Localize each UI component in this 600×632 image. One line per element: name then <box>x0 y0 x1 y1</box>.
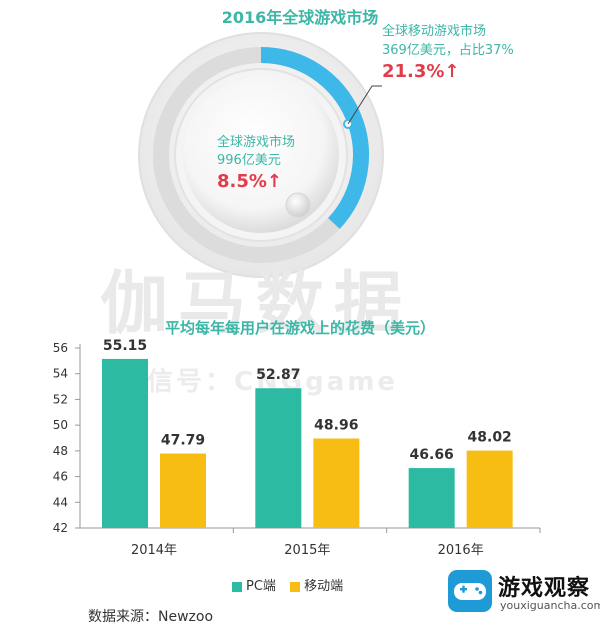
legend-item-mobile: 移动端 <box>290 575 343 594</box>
x-category-label: 2015年 <box>284 543 330 558</box>
bar-mobile-3 <box>466 450 513 528</box>
bar-value-label: 52.87 <box>256 367 300 383</box>
legend-swatch-mobile <box>290 581 301 592</box>
bar-value-label: 46.66 <box>410 447 454 463</box>
total-market-amount: 996亿美元 <box>217 153 281 168</box>
bar-value-label: 48.96 <box>314 418 358 434</box>
site-logo: 游戏观察 youxiguancha.com <box>448 570 600 618</box>
bar-value-label: 47.79 <box>161 433 205 449</box>
legend-label-pc: PC端 <box>246 579 276 594</box>
total-market-growth: 8.5%↑ <box>217 171 283 192</box>
y-tick-label: 56 <box>53 341 68 355</box>
bar-pc-3 <box>408 468 455 528</box>
bar-value-label: 48.02 <box>468 430 512 446</box>
legend-swatch-pc <box>232 581 242 592</box>
chart-legend: PC端 移动端 <box>232 575 353 594</box>
y-tick-label: 48 <box>53 444 68 458</box>
logo-name: 游戏观察 <box>498 576 591 601</box>
mobile-market-detail: 369亿美元，占比37% <box>382 43 514 58</box>
bar-value-label: 55.15 <box>103 338 147 354</box>
donut-knob <box>285 192 311 218</box>
mobile-market-label: 全球移动游戏市场 <box>382 24 487 39</box>
y-tick-label: 46 <box>53 470 68 484</box>
callout-leader-line <box>347 85 382 125</box>
bar-pc-2 <box>255 388 302 528</box>
bar-chart-title: 平均每年每用户在游戏上的花费（美元） <box>164 319 435 337</box>
x-category-label: 2016年 <box>438 543 484 558</box>
y-tick-label: 44 <box>53 495 68 509</box>
mobile-market-growth: 21.3%↑ <box>382 61 460 82</box>
y-tick-label: 54 <box>53 367 68 381</box>
mobile-share-arc <box>260 47 369 229</box>
y-tick-label: 42 <box>53 521 68 535</box>
mobile-market-callout: 全球移动游戏市场 369亿美元，占比37% 21.3%↑ <box>382 22 514 84</box>
y-tick-label: 50 <box>53 418 68 432</box>
legend-item-pc: PC端 <box>232 575 276 594</box>
total-market-callout: 全球游戏市场 996亿美元 8.5%↑ <box>217 134 295 194</box>
total-market-label: 全球游戏市场 <box>217 135 296 150</box>
bar-mobile-2 <box>313 438 360 528</box>
y-tick-label: 52 <box>53 392 68 406</box>
watermark-logo: 伽马数据 <box>100 265 413 344</box>
legend-label-mobile: 移动端 <box>304 579 344 594</box>
x-category-label: 2014年 <box>131 543 177 558</box>
bar-pc-1 <box>102 358 148 528</box>
bar-mobile-1 <box>160 453 206 528</box>
data-source-note: 数据来源：Newzoo <box>88 609 214 625</box>
logo-url: youxiguancha.com <box>500 599 600 612</box>
gamepad-icon <box>448 570 492 612</box>
donut-title: 2016年全球游戏市场 <box>221 8 379 27</box>
